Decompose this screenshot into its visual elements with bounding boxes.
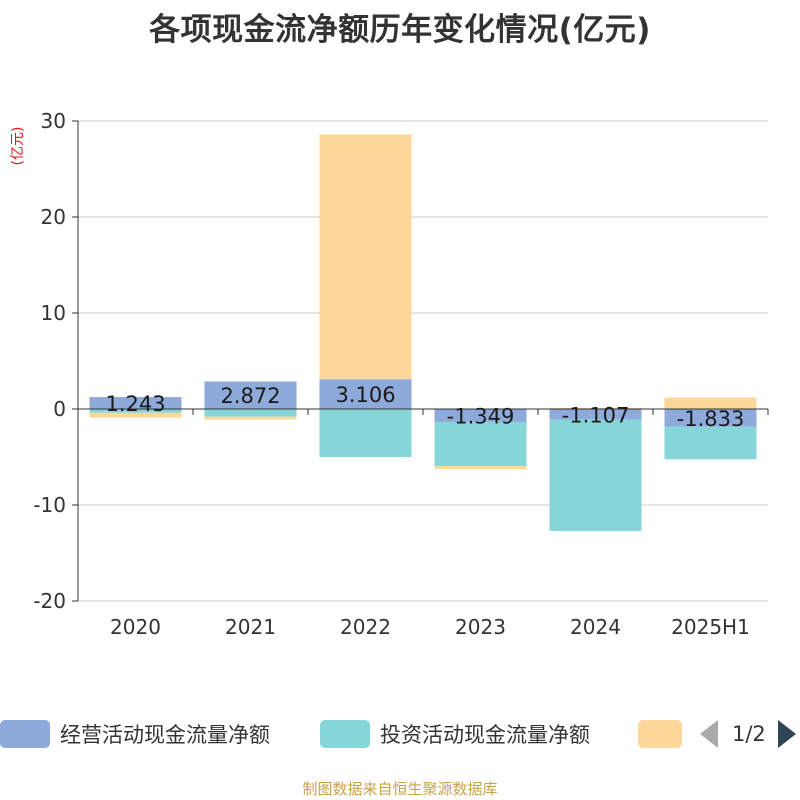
bar-series-1-2024[interactable] [549,419,642,531]
axes: -20 -10 0 10 20 30 2020 2021 2022 2023 2024 2025H1 [33,109,769,639]
x-tick-label: 2021 [225,615,276,639]
legend-item-operating[interactable]: 经营活动现金流量净额 [0,714,270,754]
x-tick-label: 2025H1 [671,615,750,639]
data-label: -1.107 [562,403,630,427]
y-unit-label: (亿元) [10,127,26,166]
legend-swatch-operating [0,720,50,748]
legend-label-operating: 经营活动现金流量净额 [60,723,270,747]
bar-series-1-2020[interactable] [89,409,182,413]
data-label: 3.106 [335,383,395,407]
legend-item-investing[interactable]: 投资活动现金流量净额 [320,714,590,754]
bar-series-1-2025H1[interactable] [664,426,757,460]
x-tick-label: 2022 [340,615,391,639]
bar-series-2-2022[interactable] [319,134,412,380]
y-tick-label: 30 [41,109,66,133]
y-tick-label: 10 [41,301,66,325]
bars [89,134,757,531]
data-labels: 1.243 2.872 3.106 -1.349 -1.107 -1.833 [105,383,744,431]
bar-series-0-2025H1[interactable] [664,409,757,427]
y-tick-label: -20 [33,589,66,613]
legend-swatch-financing [638,720,682,748]
data-label: -1.833 [677,407,745,431]
bar-series-0-2024[interactable] [549,409,642,420]
bar-series-0-2020[interactable] [89,397,182,409]
bar-series-0-2023[interactable] [434,409,527,422]
legend-label-investing: 投资活动现金流量净额 [380,723,590,747]
gridlines [78,120,768,602]
legend: 经营活动现金流量净额 投资活动现金流量净额 [0,714,800,754]
chart-title: 各项现金流净额历年变化情况(亿元) [149,12,651,48]
bar-series-2-2025H1[interactable] [664,397,757,409]
y-tick-label: 0 [53,397,66,421]
pager-text: 1/2 [732,722,766,746]
y-tick-label: 20 [41,205,66,229]
legend-swatch-investing [320,720,370,748]
data-label: 2.872 [220,384,280,408]
data-label: -1.349 [447,404,515,428]
bar-series-2-2023[interactable] [434,466,527,469]
bar-series-1-2022[interactable] [319,409,412,457]
bar-series-2-2020[interactable] [89,412,182,418]
source-note: 制图数据来自恒生聚源数据库 [302,780,498,798]
bar-series-0-2022[interactable] [319,379,412,409]
bar-series-2-2021[interactable] [204,416,297,420]
x-tick-label: 2024 [570,615,621,639]
legend-pager: 1/2 [700,714,796,754]
cash-flow-chart: (亿元) -20 -10 0 10 20 30 2020 2021 2022 2023 2024 20… [10,109,769,639]
pager-prev-icon[interactable] [700,720,718,748]
x-tick-label: 2023 [455,615,506,639]
legend-item-financing[interactable] [638,714,682,754]
data-label: 1.243 [105,392,165,416]
pager-next-icon[interactable] [777,720,796,748]
bar-series-0-2021[interactable] [204,381,297,409]
bar-series-1-2023[interactable] [434,421,527,467]
bar-series-1-2021[interactable] [204,409,297,417]
x-tick-label: 2020 [110,615,161,639]
y-tick-label: -10 [33,493,66,517]
